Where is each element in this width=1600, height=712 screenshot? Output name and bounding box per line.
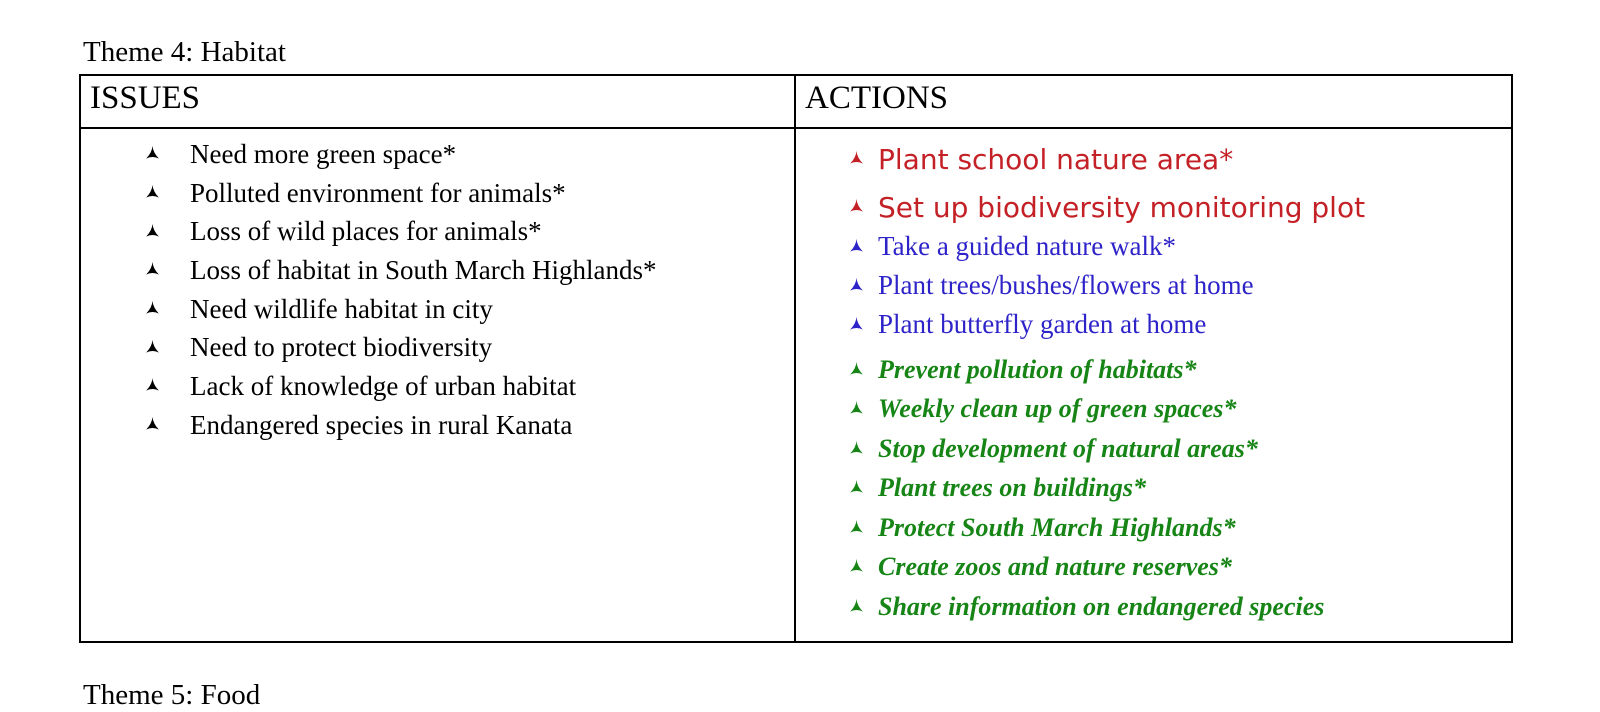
- list-item-text: Loss of wild places for animals*: [190, 216, 542, 247]
- list-item: Plant school nature area*: [796, 135, 1511, 183]
- three-pointed-star-bullet-icon: [846, 557, 866, 575]
- list-item-text: Create zoos and nature reserves*: [878, 552, 1232, 582]
- list-item-text: Endangered species in rural Kanata: [190, 409, 573, 440]
- list-item: Loss of wild places for animals*: [81, 212, 794, 251]
- list-item: Prevent pollution of habitats*: [796, 350, 1511, 390]
- list-item-text: Protect South March Highlands*: [878, 512, 1236, 542]
- list-item-text: Plant trees/bushes/flowers at home: [878, 270, 1254, 300]
- actions-list: Plant school nature area* Set up biodive…: [796, 129, 1511, 627]
- list-item-text: Lack of knowledge of urban habitat: [190, 370, 577, 401]
- three-pointed-star-bullet-icon: [846, 276, 866, 294]
- three-pointed-star-bullet-icon: [142, 260, 162, 278]
- three-pointed-star-bullet-icon: [846, 597, 866, 615]
- issues-cell: Need more green space* Polluted environm…: [81, 129, 796, 641]
- list-item: Take a guided nature walk*: [796, 227, 1511, 266]
- three-pointed-star-bullet-icon: [846, 478, 866, 496]
- list-item: Endangered species in rural Kanata: [81, 406, 794, 445]
- list-item: Weekly clean up of green spaces*: [796, 390, 1511, 430]
- list-item: Polluted environment for animals*: [81, 174, 794, 213]
- list-item-text: Weekly clean up of green spaces*: [878, 394, 1237, 424]
- three-pointed-star-bullet-icon: [142, 415, 162, 433]
- list-item: Need to protect biodiversity: [81, 328, 794, 367]
- list-item: Need wildlife habitat in city: [81, 290, 794, 329]
- list-item: Loss of habitat in South March Highlands…: [81, 251, 794, 290]
- list-item: Lack of knowledge of urban habitat: [81, 367, 794, 406]
- list-item-text: Stop development of natural areas*: [878, 433, 1258, 463]
- three-pointed-star-bullet-icon: [142, 299, 162, 317]
- list-item: Create zoos and nature reserves*: [796, 548, 1511, 588]
- three-pointed-star-bullet-icon: [846, 315, 866, 333]
- list-item: Need more green space*: [81, 135, 794, 174]
- actions-cell: Plant school nature area* Set up biodive…: [796, 129, 1511, 641]
- three-pointed-star-bullet-icon: [142, 376, 162, 394]
- habitat-issues-actions-table: ISSUES ACTIONS Need more green space* Po…: [79, 74, 1513, 643]
- list-item-text: Prevent pollution of habitats*: [878, 354, 1197, 384]
- list-item-text: Loss of habitat in South March Highlands…: [190, 254, 657, 285]
- list-item: Share information on endangered species: [796, 587, 1511, 627]
- issues-list: Need more green space* Polluted environm…: [81, 129, 794, 445]
- list-item-text: Plant school nature area*: [878, 142, 1234, 176]
- list-item-text: Need wildlife habitat in city: [190, 293, 493, 324]
- three-pointed-star-bullet-icon: [142, 144, 162, 162]
- three-pointed-star-bullet-icon: [846, 197, 866, 215]
- list-item: Plant trees/bushes/flowers at home: [796, 266, 1511, 305]
- list-item-text: Need to protect biodiversity: [190, 332, 493, 363]
- list-item: Protect South March Highlands*: [796, 508, 1511, 548]
- next-section-title-clipped: Theme 5: Food: [83, 679, 261, 711]
- list-item: Stop development of natural areas*: [796, 429, 1511, 469]
- three-pointed-star-bullet-icon: [846, 149, 866, 167]
- page-title: Theme 4: Habitat: [83, 36, 286, 68]
- list-item-text: Polluted environment for animals*: [190, 177, 566, 208]
- list-item: Plant butterfly garden at home: [796, 305, 1511, 344]
- actions-column-header: ACTIONS: [805, 80, 949, 116]
- table-header-row: ISSUES ACTIONS: [81, 76, 1511, 129]
- three-pointed-star-bullet-icon: [846, 360, 866, 378]
- list-item-text: Share information on endangered species: [878, 591, 1325, 621]
- list-item-text: Need more green space*: [190, 138, 457, 169]
- three-pointed-star-bullet-icon: [846, 439, 866, 457]
- list-item: Set up biodiversity monitoring plot: [796, 183, 1511, 231]
- list-item-text: Set up biodiversity monitoring plot: [878, 190, 1366, 224]
- table-body-row: Need more green space* Polluted environm…: [81, 129, 1511, 641]
- three-pointed-star-bullet-icon: [846, 518, 866, 536]
- three-pointed-star-bullet-icon: [142, 183, 162, 201]
- list-item-text: Plant trees on buildings*: [878, 473, 1146, 503]
- three-pointed-star-bullet-icon: [142, 338, 162, 356]
- issues-column-header: ISSUES: [81, 76, 796, 127]
- list-item: Plant trees on buildings*: [796, 469, 1511, 509]
- list-item-text: Take a guided nature walk*: [878, 231, 1176, 261]
- list-item-text: Plant butterfly garden at home: [878, 309, 1207, 339]
- three-pointed-star-bullet-icon: [142, 222, 162, 240]
- three-pointed-star-bullet-icon: [846, 237, 866, 255]
- three-pointed-star-bullet-icon: [846, 399, 866, 417]
